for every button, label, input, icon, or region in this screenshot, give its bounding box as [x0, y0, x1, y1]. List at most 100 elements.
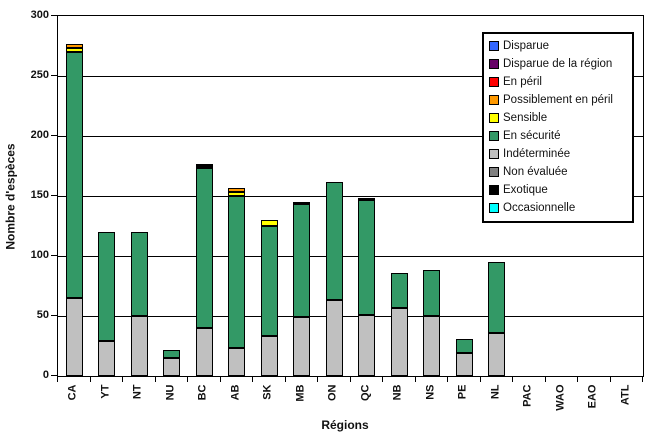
bar-AB-Possiblement en péril [228, 188, 246, 192]
bar-SK-Sensible [260, 220, 278, 226]
x-category-label-NU: NU [164, 384, 177, 401]
bar-QC-Possiblement en péril [358, 198, 376, 200]
bar-ON-En sécurité [325, 182, 343, 300]
x-tick-mark-16 [577, 377, 578, 382]
legend-label: En péril [503, 76, 542, 88]
legend-item-Possiblement en péril: Possiblement en péril [489, 91, 627, 109]
legend-label: Non évaluée [503, 166, 568, 178]
y-tick-mark-250 [51, 75, 57, 76]
legend-item-Exotique: Exotique [489, 181, 627, 199]
legend-swatch-icon [489, 203, 499, 213]
bar-MB-En sécurité [293, 204, 311, 317]
x-category-label-MB: MB [294, 384, 307, 402]
x-tick-mark-11 [414, 377, 416, 382]
x-category-label-PE: PE [456, 384, 469, 400]
x-tick-mark-4 [187, 377, 188, 382]
x-category-label-SK: SK [261, 384, 274, 400]
legend-label: Disparue [503, 40, 550, 52]
legend-swatch-icon [489, 59, 499, 69]
bar-CA-Indéterminée [65, 298, 83, 376]
legend-swatch-icon [489, 149, 499, 159]
bar-YT-Indéterminée [98, 341, 116, 376]
x-category-label-NL: NL [489, 384, 502, 400]
legend-item-En péril: En péril [489, 73, 627, 91]
bar-NT-Indéterminée [130, 316, 148, 376]
x-category-label-NS: NS [424, 384, 437, 400]
legend-label: Sensible [503, 112, 548, 124]
chart-legend: Disparue Disparue de la région En péril Pos… [482, 32, 634, 223]
bar-NB-Indéterminée [390, 308, 408, 376]
bar-QC-Indéterminée [358, 315, 376, 376]
legend-label: Disparue de la région [503, 58, 613, 70]
legend-label: Exotique [503, 184, 548, 196]
x-category-label-YT: YT [99, 384, 112, 399]
bar-AB-En sécurité [228, 196, 246, 348]
bar-BC-En sécurité [195, 168, 213, 328]
legend-item-Disparue de la région: Disparue de la région [489, 55, 627, 73]
y-tick-mark-50 [51, 315, 57, 316]
x-tick-mark-0 [57, 377, 58, 382]
y-tick-mark-300 [51, 15, 57, 16]
y-tick-label-200: 200 [30, 129, 49, 141]
legend-item-Indéterminée: Indéterminée [489, 145, 627, 163]
bar-NL-Indéterminée [488, 333, 506, 376]
bar-NU-Indéterminée [163, 358, 181, 376]
x-category-label-PAC: PAC [521, 384, 534, 407]
x-tick-mark-13 [479, 377, 481, 382]
y-tick-label-250: 250 [30, 69, 49, 81]
x-tick-mark-9 [349, 377, 351, 382]
legend-label: Occasionnelle [503, 202, 576, 214]
x-category-label-QC: QC [359, 384, 372, 402]
x-tick-mark-12 [447, 377, 448, 382]
x-tick-mark-10 [382, 377, 383, 382]
legend-item-Occasionnelle: Occasionnelle [489, 199, 627, 217]
gridline-y-150 [58, 196, 643, 197]
legend-label: Possiblement en péril [503, 94, 613, 106]
legend-item-Sensible: Sensible [489, 109, 627, 127]
x-tick-mark-5 [219, 377, 221, 382]
x-category-label-NB: NB [391, 384, 404, 401]
gridline-y-250 [58, 76, 643, 77]
x-tick-mark-17 [609, 377, 611, 382]
legend-swatch-icon [489, 113, 499, 123]
y-tick-label-100: 100 [30, 249, 49, 261]
bar-BC-Indéterminée [195, 328, 213, 376]
legend-swatch-icon [489, 41, 499, 51]
legend-item-Non évaluée: Non évaluée [489, 163, 627, 181]
x-category-label-EAO: EAO [586, 384, 599, 409]
bar-QC-En sécurité [358, 200, 376, 315]
legend-swatch-icon [489, 167, 499, 177]
bar-NB-En sécurité [390, 273, 408, 308]
x-tick-mark-7 [284, 377, 286, 382]
y-tick-label-0: 0 [42, 369, 49, 381]
bar-MB-Exotique [293, 202, 311, 204]
bar-NT-En sécurité [130, 232, 148, 316]
legend-swatch-icon [489, 95, 499, 105]
gridline-y-100 [58, 256, 643, 257]
bar-AB-Sensible [228, 192, 246, 196]
y-tick-label-150: 150 [30, 189, 49, 201]
x-category-label-ATL: ATL [619, 384, 632, 406]
y-tick-mark-0 [51, 375, 57, 376]
legend-item-Disparue: Disparue [489, 37, 627, 55]
y-tick-mark-150 [51, 195, 57, 196]
bar-NL-En sécurité [488, 262, 506, 333]
bar-NU-En sécurité [163, 350, 181, 358]
x-tick-mark-3 [154, 377, 156, 382]
x-category-label-NT: NT [131, 384, 144, 400]
bar-SK-En sécurité [260, 226, 278, 336]
x-tick-mark-2 [122, 377, 123, 382]
gridline-y-50 [58, 316, 643, 317]
bar-CA-Possiblement en péril [65, 44, 83, 48]
gridline-y-200 [58, 136, 643, 137]
bar-ON-Indéterminée [325, 300, 343, 376]
y-tick-mark-200 [51, 135, 57, 136]
x-tick-mark-6 [252, 377, 253, 382]
x-axis-title: Régions [321, 418, 369, 432]
y-tick-mark-100 [51, 255, 57, 256]
legend-swatch-icon [489, 77, 499, 87]
bar-PE-En sécurité [455, 339, 473, 353]
bar-AB-Indéterminée [228, 348, 246, 376]
y-tick-label-50: 50 [36, 309, 49, 321]
legend-label: Indéterminée [503, 148, 571, 160]
